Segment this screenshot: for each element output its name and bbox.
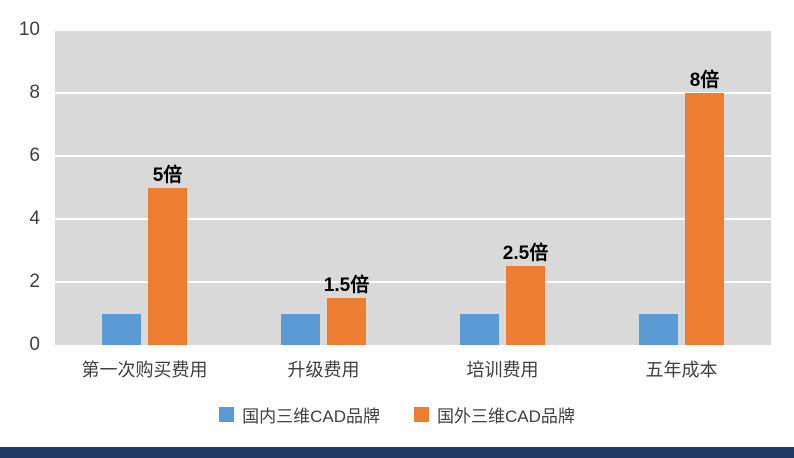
bar [281,313,320,345]
x-axis-category-label: 第一次购买费用 [81,360,208,380]
y-axis-tick-label: 6 [29,145,40,166]
bar-group: 1.5倍 [234,30,413,345]
gridline [55,281,771,283]
gridline [55,29,771,31]
x-axis-category-label: 升级费用 [287,360,360,380]
data-label: 2.5倍 [502,243,549,265]
legend-swatch [219,407,235,422]
gridline [55,218,771,220]
plot-area: 5倍 1.5倍 2.5倍 8倍 [55,29,771,345]
legend-label: 国内三维CAD品牌 [242,407,380,426]
x-axis-category-label: 五年成本 [645,360,718,380]
bar [639,313,678,345]
x-axis-category-label: 培训费用 [466,360,539,380]
y-axis-tick-label: 0 [29,334,40,355]
data-label: 5倍 [152,164,183,186]
data-label: 1.5倍 [323,274,370,296]
bar: 8倍 [685,70,724,345]
legend-label: 国外三维CAD品牌 [437,407,575,426]
y-axis: 0 2 4 6 8 10 [0,19,46,355]
bottom-accent-bar [0,447,794,458]
y-axis-tick-label: 8 [29,82,40,103]
bar: 1.5倍 [324,275,369,345]
bar [102,313,141,345]
bar-group: 8倍 [592,30,771,345]
legend: 国内三维CAD品牌 国外三维CAD品牌 [0,402,794,427]
y-axis-tick-label: 10 [18,19,40,40]
legend-item: 国外三维CAD品牌 [414,402,575,427]
bar [460,313,499,345]
legend-swatch [414,407,429,422]
data-label: 8倍 [689,70,720,91]
x-axis: 第一次购买费用 升级费用 培训费用 五年成本 [55,350,771,382]
bar-group: 5倍 [55,30,234,345]
y-axis-tick-label: 2 [29,271,40,292]
gridline [55,155,771,157]
gridline [55,92,771,94]
bar: 5倍 [148,165,187,345]
bar: 2.5倍 [503,243,548,345]
y-axis-tick-label: 4 [29,208,40,229]
legend-item: 国内三维CAD品牌 [219,402,380,427]
bar-group: 2.5倍 [413,30,592,345]
